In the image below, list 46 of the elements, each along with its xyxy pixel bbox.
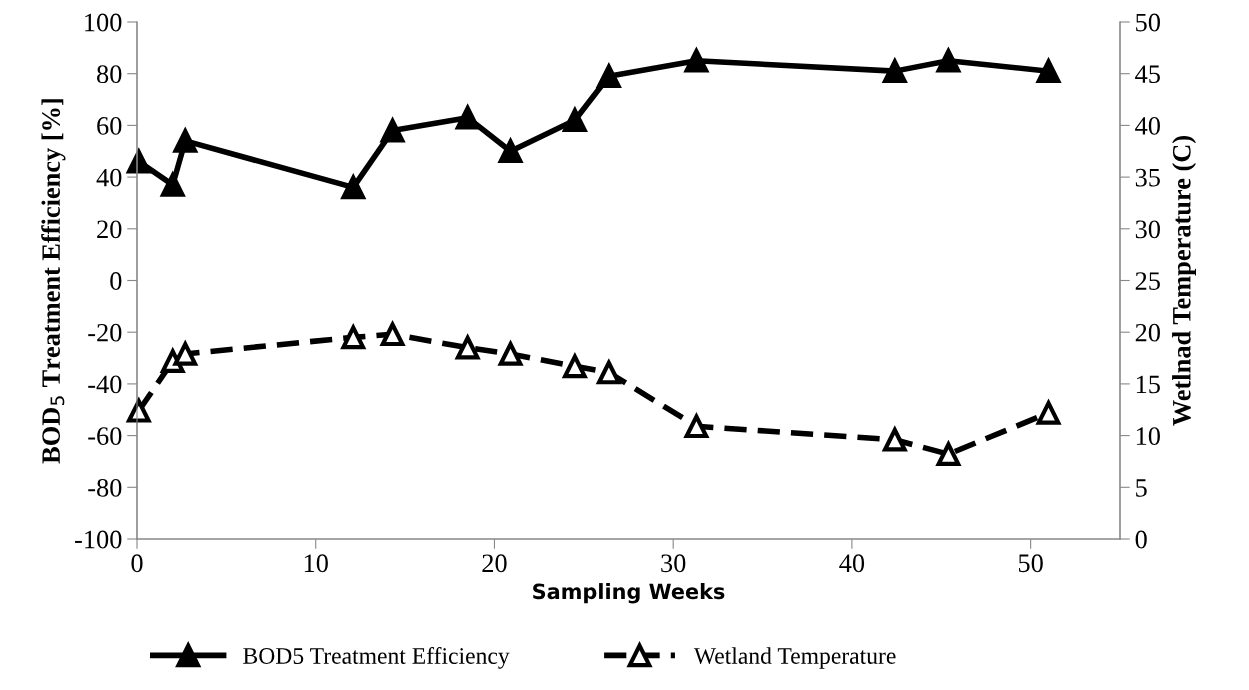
x-tick-label: 40 <box>839 554 865 573</box>
x-tick-label: 50 <box>1018 554 1043 573</box>
y2-tick-label: 25 <box>1135 272 1160 290</box>
y2-tick-label: 30 <box>1135 220 1160 239</box>
x-tick-label: 20 <box>482 554 507 573</box>
y2-tick-label: 20 <box>1135 323 1160 342</box>
y-tick-label: -80 <box>88 478 122 497</box>
x-tick-label: 10 <box>304 554 328 573</box>
point <box>454 103 480 130</box>
point <box>881 425 908 452</box>
y2-tick-label: 15 <box>1136 375 1160 394</box>
y2-tick-label: 50 <box>1136 13 1160 32</box>
point <box>379 116 406 143</box>
legend-label: Wetland Temperature <box>693 647 896 669</box>
y2-tick-label: 10 <box>1136 427 1160 446</box>
y-tick-label: 20 <box>97 220 122 239</box>
x-tick-label: 30 <box>661 554 686 573</box>
y-tick-label: 100 <box>85 13 122 32</box>
y2-tick-label: 35 <box>1135 168 1160 187</box>
point <box>340 323 367 350</box>
y-tick-label: -40 <box>88 375 122 394</box>
point <box>683 46 710 73</box>
x-axis-title: Sampling Weeks <box>533 583 725 604</box>
point <box>340 173 367 200</box>
legend-label: BOD5 Treatment Efficiency <box>243 647 510 669</box>
y2-tick-label: 40 <box>1135 117 1160 135</box>
y-tick-label: -100 <box>75 530 122 549</box>
point <box>684 414 709 439</box>
y-axis-title: BOD$_{5}$ Treatment Efficiency [%] <box>41 99 66 464</box>
y-tick-label: 40 <box>96 168 122 187</box>
y-tick-label: 80 <box>97 65 122 84</box>
point <box>454 333 481 360</box>
y-tick-label: 60 <box>97 117 122 135</box>
point <box>935 46 962 73</box>
y-tick-label: -60 <box>88 427 122 446</box>
x-tick-label: 0 <box>131 554 143 573</box>
point <box>125 396 152 423</box>
y2-axis-title: Wetlnad Temperature (C) <box>1172 136 1197 426</box>
y2-tick-label: 45 <box>1135 65 1160 84</box>
y-tick-label: -20 <box>88 323 122 342</box>
point <box>380 322 405 347</box>
y2-tick-label: 5 <box>1136 479 1147 497</box>
point <box>595 358 622 385</box>
y-tick-label: 0 <box>110 272 122 290</box>
y2-tick-label: 0 <box>1135 530 1147 549</box>
point <box>561 352 588 379</box>
